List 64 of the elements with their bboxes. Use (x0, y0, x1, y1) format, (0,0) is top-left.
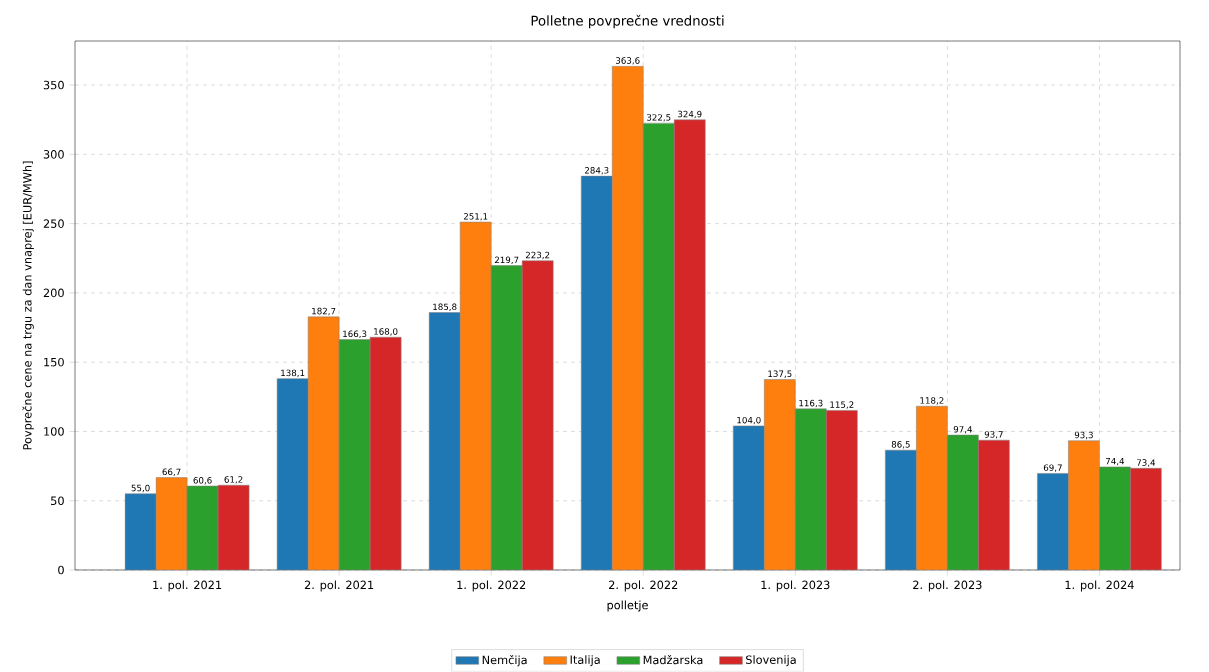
bar (642, 123, 675, 571)
bar (795, 408, 827, 571)
y-tick-label: 250 (43, 219, 64, 229)
data-label: 104,0 (737, 417, 761, 425)
bar (521, 260, 554, 571)
data-label: 363,6 (616, 57, 640, 65)
x-tick-label: 1. pol. 2023 (761, 580, 830, 592)
data-label: 116,3 (799, 400, 823, 408)
data-label: 86,5 (891, 441, 910, 449)
y-tick-label: 0 (58, 565, 64, 575)
legend-label: Italija (570, 655, 600, 667)
data-label: 185,8 (433, 303, 457, 312)
data-label: 118,2 (920, 397, 944, 405)
x-tick-label: 2. pol. 2023 (913, 580, 982, 592)
data-label: 251,1 (463, 213, 488, 221)
x-tick-label: 1. pol. 2021 (153, 580, 222, 592)
data-label: 74,4 (1105, 458, 1125, 466)
data-label: 69,7 (1043, 464, 1062, 473)
data-label: 182,7 (312, 308, 336, 316)
data-label: 138,1 (281, 369, 305, 378)
bar (369, 337, 402, 571)
y-tick-label: 300 (43, 150, 64, 159)
data-label: 137,5 (768, 370, 792, 379)
bar (338, 339, 371, 571)
bar (826, 410, 858, 571)
data-label: 61,2 (224, 476, 243, 484)
y-tick-label: 350 (43, 80, 64, 90)
bar (673, 119, 706, 571)
data-label: 284,3 (584, 167, 609, 175)
bar (947, 434, 979, 571)
chart-title: Polletne povprečne vrednosti (531, 15, 724, 29)
data-label: 168,0 (374, 328, 398, 336)
y-tick-label: 100 (44, 427, 64, 436)
bar (217, 485, 250, 571)
y-tick-label: 50 (51, 496, 64, 506)
legend-label: Slovenija (746, 655, 796, 667)
data-label: 324,9 (678, 111, 702, 119)
x-axis-title: polletje (607, 600, 648, 612)
data-label: 93,3 (1074, 431, 1093, 440)
bar (978, 440, 1010, 571)
data-label: 73,4 (1136, 459, 1156, 467)
x-tick-label: 1. pol. 2024 (1065, 580, 1134, 592)
x-tick-label: 2. pol. 2022 (609, 580, 678, 592)
data-label: 219,7 (494, 256, 519, 265)
data-label: 97,4 (953, 426, 973, 434)
bar (1099, 466, 1131, 571)
x-tick-label: 1. pol. 2022 (457, 580, 526, 592)
bar (186, 485, 219, 571)
data-label: 115,2 (830, 401, 854, 409)
data-label: 93,7 (984, 431, 1003, 439)
y-tick-label: 150 (44, 358, 64, 367)
x-tick-label: 2. pol. 2021 (304, 580, 374, 592)
bar (1130, 468, 1162, 571)
y-axis-title: Povprečne cene na trgu za dan vnaprej [EUR/MWh] (22, 161, 34, 450)
data-label: 223,2 (525, 251, 550, 260)
data-label: 60,6 (193, 477, 212, 485)
data-label: 322,5 (647, 114, 671, 122)
data-label: 66,7 (162, 468, 181, 477)
legend-label: Madžarska (643, 655, 703, 665)
bar (490, 265, 523, 571)
y-tick-label: 200 (43, 288, 64, 298)
data-label: 166,3 (343, 330, 367, 339)
data-label: 55,0 (131, 484, 150, 493)
legend-label: Nemčija (482, 655, 527, 667)
